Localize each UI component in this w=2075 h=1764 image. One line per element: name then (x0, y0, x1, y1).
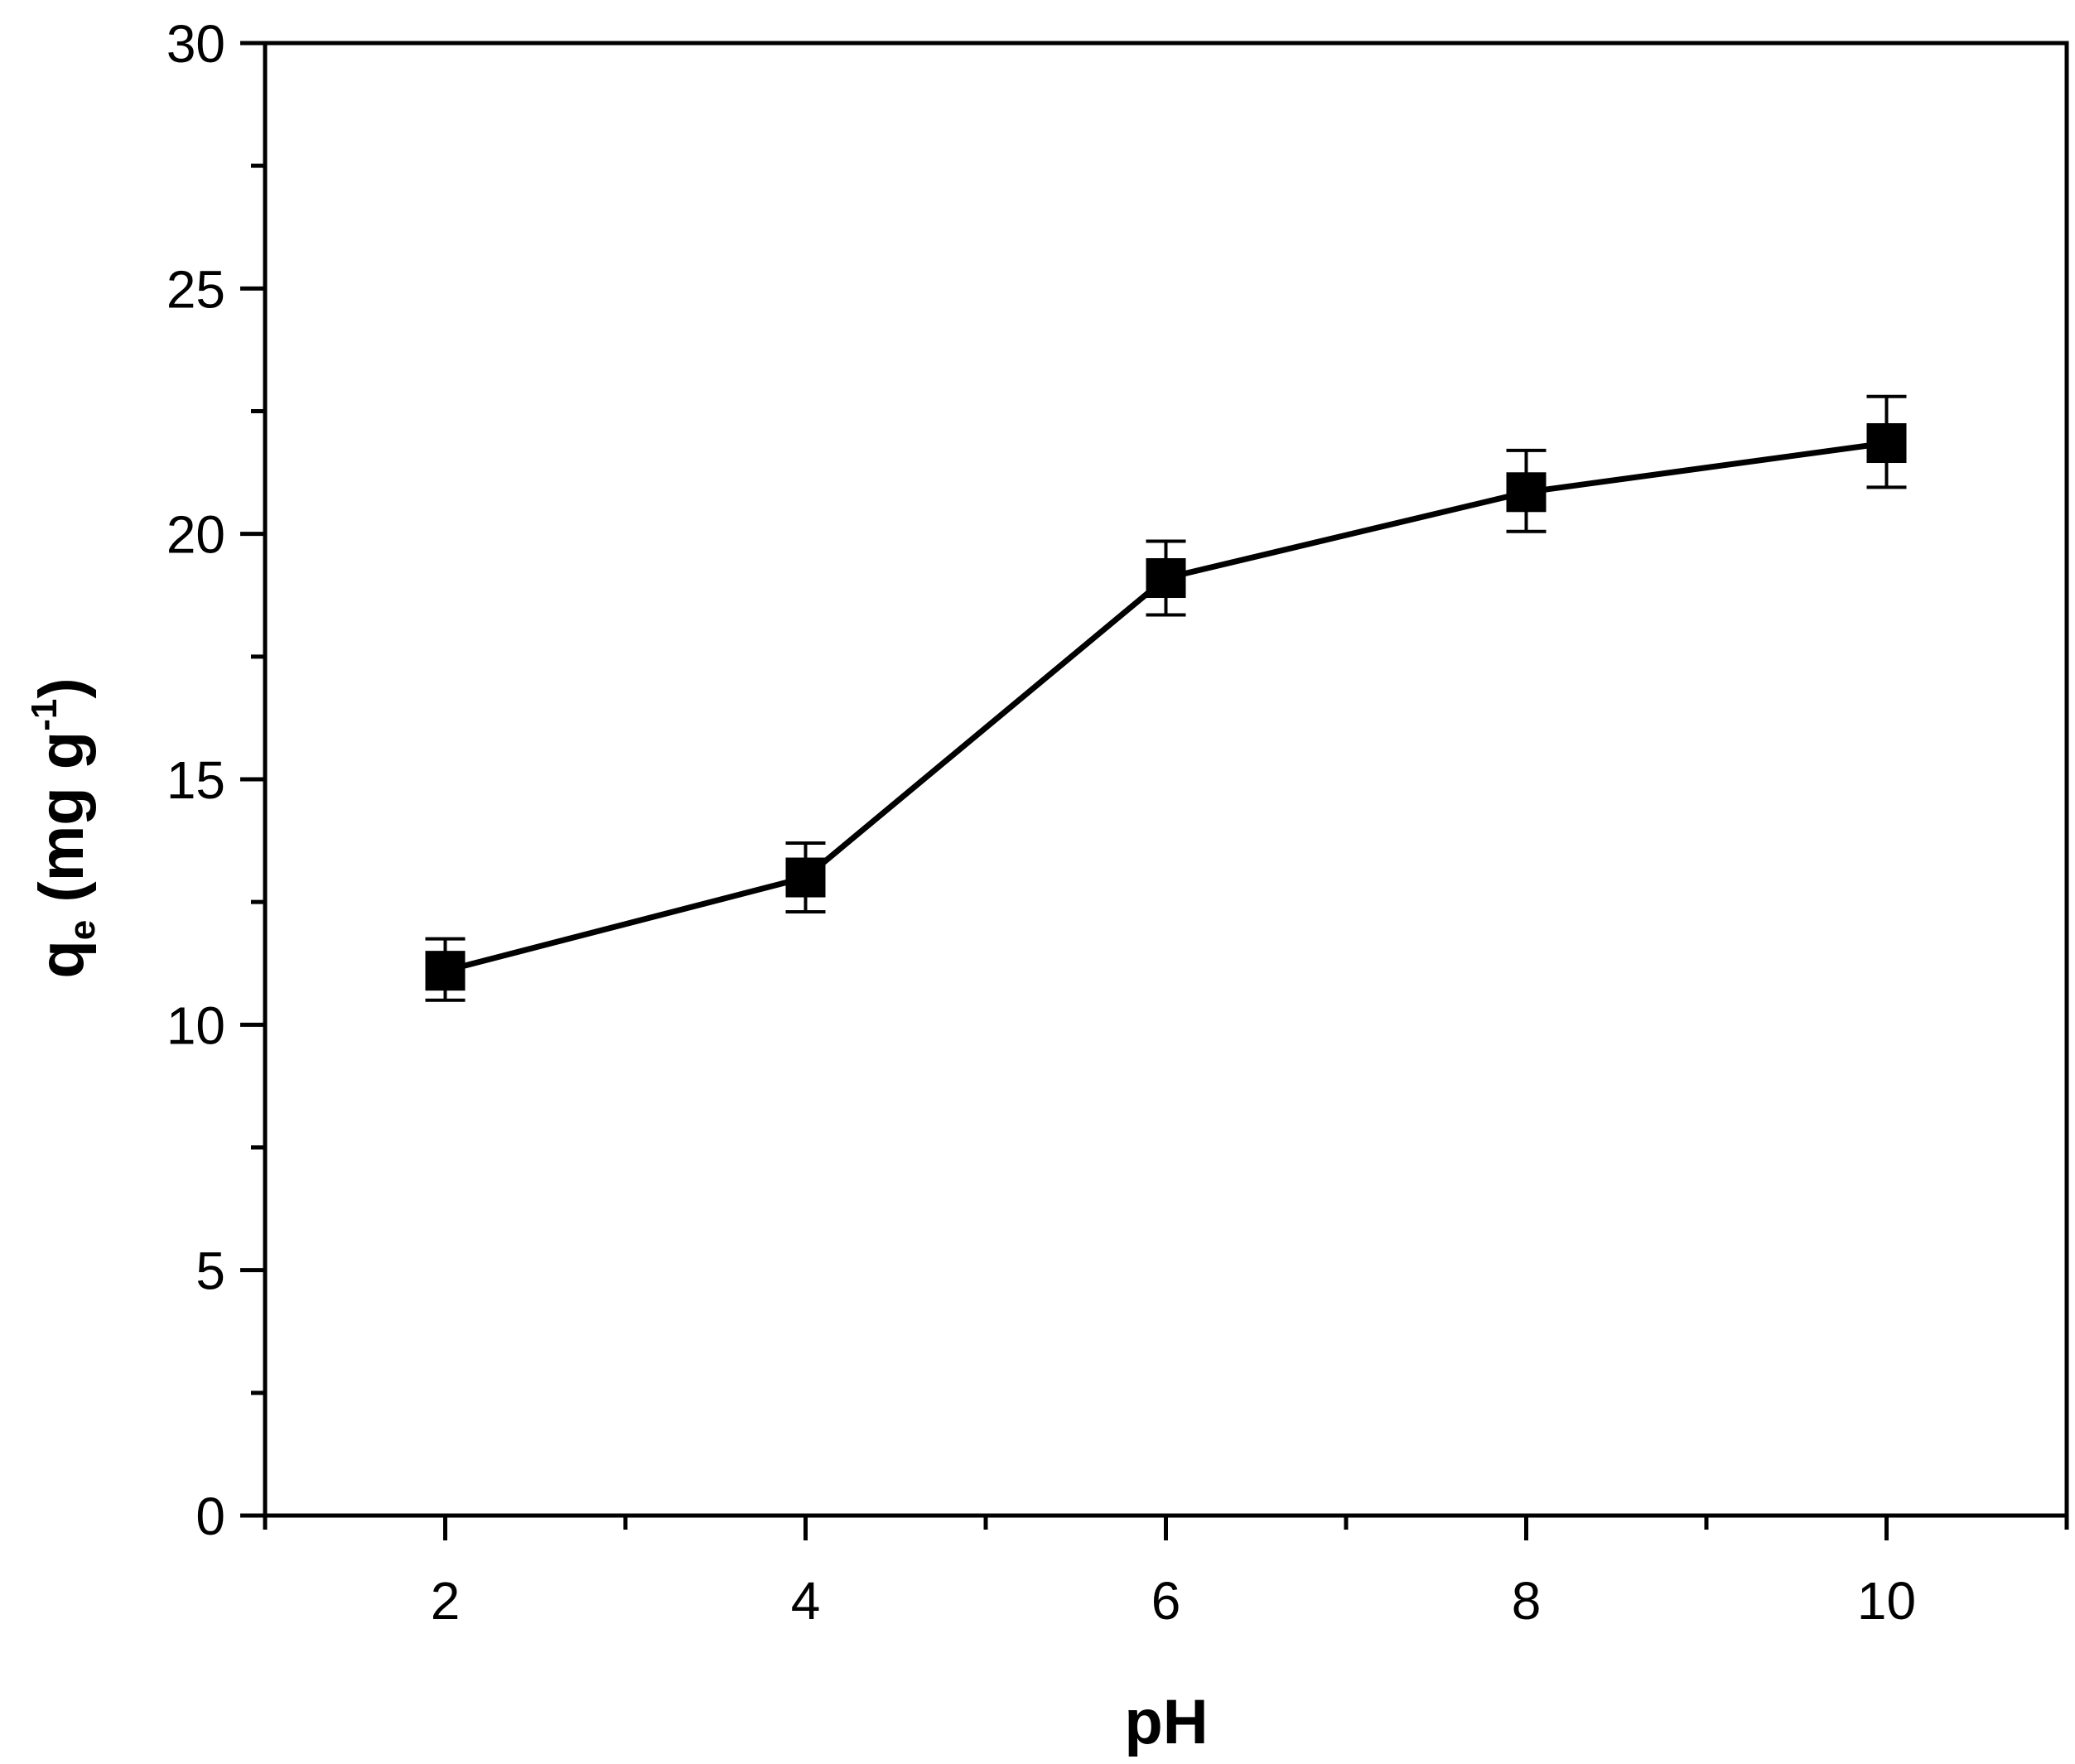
x-axis-title: pH (1124, 1687, 1208, 1757)
x-tick-label: 2 (431, 1571, 461, 1631)
data-point-marker (1866, 423, 1907, 464)
markers-layer (425, 423, 1907, 991)
x-tick-label: 10 (1857, 1571, 1916, 1631)
y-tick-label: 30 (166, 14, 225, 74)
y-tick-label: 15 (166, 750, 225, 810)
y-tick-label: 25 (166, 259, 225, 319)
data-point-marker (1146, 558, 1186, 599)
y-tick-label: 0 (195, 1487, 225, 1546)
y-axis-title-subscript: e (62, 920, 103, 940)
y-axis-title-superscript: -1 (24, 699, 65, 731)
y-axis-title-symbol: q (27, 940, 97, 978)
axes-layer (240, 41, 2069, 1540)
labels-layer: 0 5 10 15 20 25 30 2 4 6 8 10 (166, 14, 1916, 1631)
y-tick-label: 5 (195, 1241, 225, 1301)
data-point-marker (1506, 472, 1547, 513)
data-point-marker (425, 951, 466, 991)
x-tick-label: 8 (1512, 1571, 1542, 1631)
y-axis-title-unit-close: ) (27, 677, 97, 698)
y-axis-title: qe (mg g-1) (24, 677, 103, 978)
x-tick-label: 4 (791, 1571, 821, 1631)
x-tick-label: 6 (1151, 1571, 1181, 1631)
y-tick-label: 10 (166, 995, 225, 1055)
y-tick-label: 20 (166, 505, 225, 565)
data-point-marker (785, 857, 826, 898)
y-axis-title-unit-open: (mg g (27, 731, 97, 920)
